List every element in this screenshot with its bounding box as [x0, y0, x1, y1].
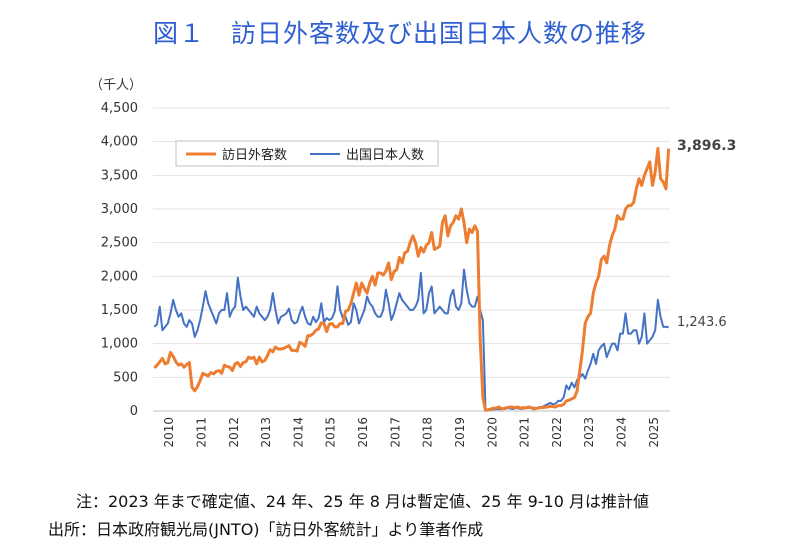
x-tick-label: 2024 [615, 417, 629, 448]
chart-source: 出所：日本政府観光局(JNTO)「訪日外客統計」より筆者作成 [48, 520, 484, 539]
x-tick-label: 2011 [194, 417, 208, 448]
x-tick-label: 2022 [550, 417, 564, 448]
y-tick-label: 3,500 [101, 168, 138, 183]
x-tick-label: 2018 [421, 417, 435, 448]
x-tick-label: 2025 [647, 417, 661, 448]
x-tick-label: 2021 [518, 417, 532, 448]
legend-label-visitors: 訪日外客数 [222, 147, 287, 163]
x-tick-label: 2014 [291, 417, 305, 448]
line-chart: 0 500 1,000 1,500 2,000 2,500 3,000 3,500 4,000 4… [90, 78, 736, 448]
series-line-visitors [153, 146, 671, 412]
y-tick-labels: 0 500 1,000 1,500 2,000 2,500 3,000 3,500 4,000 4… [101, 101, 138, 419]
legend-box [175, 140, 439, 167]
chart-title: 図１ 訪日外客数及び出国日本人数の推移 [152, 19, 647, 48]
x-tick-label: 2016 [356, 417, 370, 448]
y-unit-label: （千人） [90, 78, 142, 93]
y-tick-label: 1,000 [101, 337, 138, 352]
y-tick-label: 4,500 [101, 101, 138, 116]
series-line-outbound [153, 268, 669, 412]
x-tick-label: 2010 [162, 417, 176, 448]
x-tick-label: 2015 [324, 417, 338, 448]
x-tick-labels: 2010 2011 2012 2013 2014 2015 2016 2017 2018 2019… [162, 417, 661, 448]
x-tick-label: 2019 [453, 417, 467, 448]
x-tick-label: 2017 [388, 417, 402, 448]
x-tick-label: 2013 [259, 417, 273, 448]
legend: 訪日外客数 出国日本人数 [175, 140, 439, 167]
y-tick-label: 0 [130, 404, 138, 419]
y-tick-label: 4,000 [101, 135, 138, 150]
x-tick-label: 2023 [582, 417, 596, 448]
y-tick-label: 500 [113, 370, 138, 385]
y-tick-label: 1,500 [101, 303, 138, 318]
y-tick-label: 2,500 [101, 236, 138, 251]
end-label-outbound: 1,243.6 [677, 315, 727, 330]
chart-note: 注：2023 年まで確定値、24 年、25 年 8 月は暫定値、25 年 9-1… [76, 492, 649, 511]
x-tick-label: 2020 [485, 417, 499, 448]
y-tick-label: 3,000 [101, 202, 138, 217]
end-label-visitors: 3,896.3 [677, 138, 736, 154]
y-tick-label: 2,000 [101, 269, 138, 284]
series-lines [153, 146, 671, 412]
legend-label-outbound: 出国日本人数 [346, 148, 424, 163]
x-tick-label: 2012 [227, 417, 241, 448]
